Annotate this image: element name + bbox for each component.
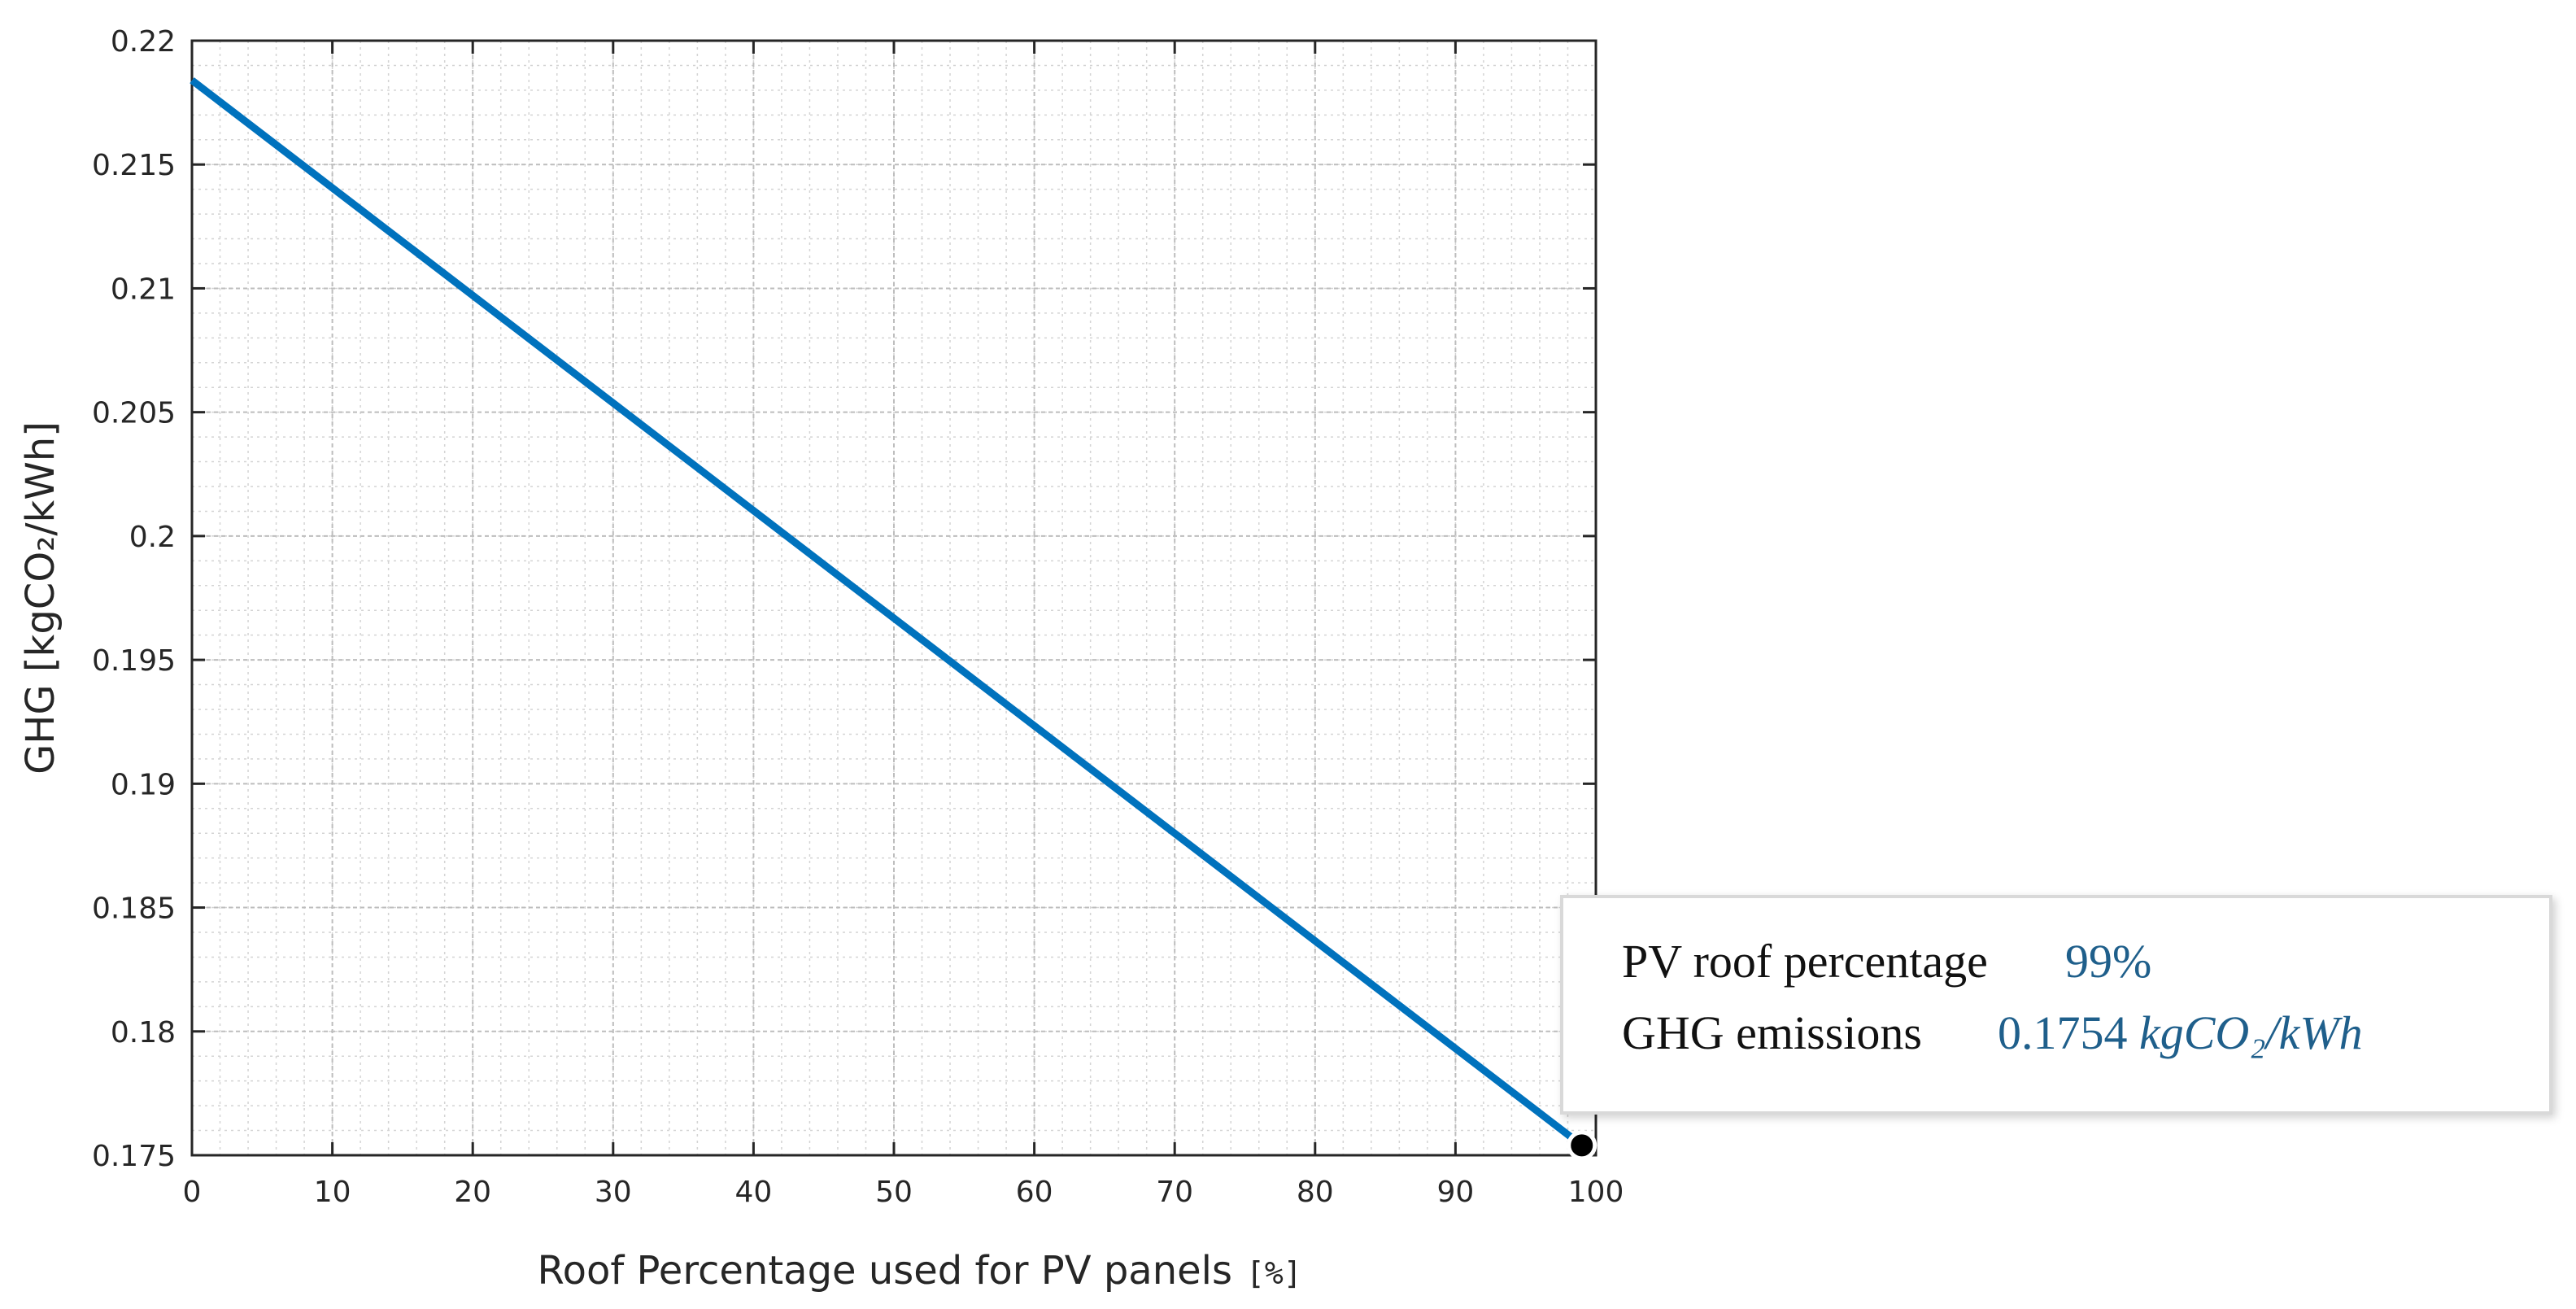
x-tick-label: 90	[1436, 1176, 1474, 1209]
y-tick-labels: 0.175 0.18 0.185 0.19 0.195 0.2 0.205 0.21 0.215…	[92, 25, 176, 1173]
y-tick-label: 0.185	[92, 892, 176, 926]
grid-major	[191, 40, 1597, 1156]
datatip-roof-label: PV roof percentage	[1622, 935, 1988, 988]
series-line-ghg	[190, 77, 1584, 1149]
y-tick-label: 0.215	[92, 149, 176, 182]
datatip-roof-value: 99%	[2065, 935, 2152, 988]
datatip-row-ghg: GHG emissions 0.1754 kgCO₂/kWh	[1622, 1006, 2363, 1060]
y-tick-label: 0.18	[111, 1016, 176, 1049]
x-tick-label: 60	[1016, 1176, 1053, 1209]
axis-ticks	[190, 39, 1597, 1157]
x-tick-label: 30	[595, 1176, 632, 1209]
y-tick-label: 0.21	[111, 273, 176, 306]
series-layer	[190, 77, 1597, 1161]
y-tick-label: 0.22	[111, 25, 176, 59]
x-tick-label: 80	[1297, 1176, 1334, 1209]
datatip-ghg-value: 0.1754 kgCO₂/kWh	[1998, 1006, 2363, 1060]
datatip-callout: PV roof percentage 99% GHG emissions 0.1…	[1560, 895, 2552, 1115]
y-axis-label: GHG [kgCO₂/kWh]	[18, 421, 63, 774]
x-axis-unit: [%]	[1246, 1255, 1302, 1291]
y-tick-label: 0.19	[111, 768, 176, 801]
x-axis-label: Roof Percentage used for PV panels	[537, 1248, 1232, 1294]
x-tick-label: 100	[1568, 1176, 1624, 1209]
y-tick-label: 0.2	[129, 521, 176, 554]
datatip-row-roof: PV roof percentage 99%	[1622, 934, 2151, 988]
datatip-ghg-label: GHG emissions	[1622, 1006, 1922, 1059]
datatip-ghg-unit: kgCO₂/kWh	[2139, 1006, 2363, 1059]
x-tick-label: 20	[454, 1176, 491, 1209]
x-tick-label: 70	[1156, 1176, 1193, 1209]
x-tick-label: 0	[183, 1176, 202, 1209]
datatip-marker	[1567, 1130, 1597, 1161]
x-tick-label: 10	[314, 1176, 351, 1209]
x-axis-label-text: Roof Percentage used for PV panels	[537, 1248, 1232, 1294]
y-tick-label: 0.175	[92, 1140, 176, 1173]
x-tick-label: 40	[734, 1176, 772, 1209]
x-tick-labels: 0 10 20 30 40 50 60 70 80 90 100	[183, 1176, 1624, 1209]
y-tick-label: 0.195	[92, 644, 176, 678]
datatip-ghg-number: 0.1754	[1998, 1006, 2128, 1059]
x-tick-label: 50	[875, 1176, 913, 1209]
y-tick-label: 0.205	[92, 397, 176, 430]
